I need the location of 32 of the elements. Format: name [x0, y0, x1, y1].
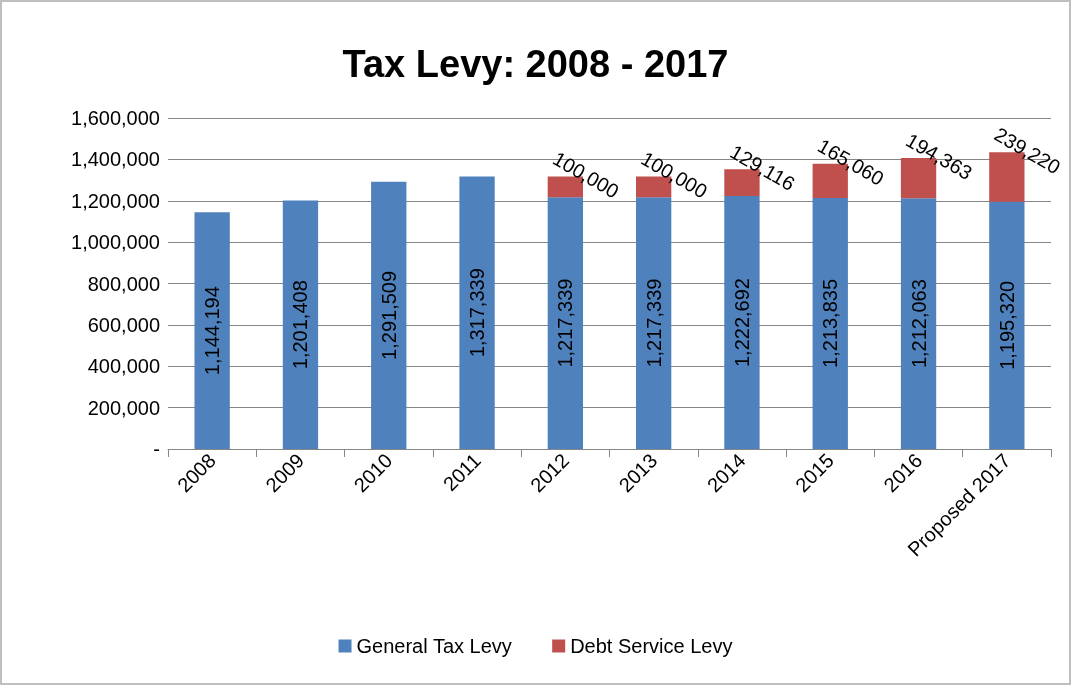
data-label: 1,213,835 [819, 278, 842, 368]
bar [371, 181, 407, 449]
bar [724, 196, 760, 449]
data-label: 1,212,063 [907, 279, 930, 369]
bar [194, 212, 230, 449]
bar [282, 200, 319, 449]
y-tick-label: 1,600,000 [71, 107, 160, 129]
bar [900, 198, 937, 449]
bar [459, 176, 495, 449]
chart-title: Tax Levy: 2008 - 2017 [342, 43, 729, 85]
data-label: 1,195,320 [995, 280, 1018, 370]
data-label: 1,222,692 [730, 278, 753, 368]
legend-label: General Tax Levy [356, 635, 512, 657]
data-label: 1,317,339 [466, 268, 489, 358]
data-label: 1,144,194 [201, 286, 224, 376]
data-label: 1,291,509 [377, 270, 400, 360]
legend-label: Debt Service Levy [570, 635, 733, 657]
bar [812, 197, 848, 449]
data-label: 1,201,408 [289, 280, 312, 370]
y-tick-label: 200,000 [87, 396, 160, 419]
y-tick-label: 1,200,000 [71, 189, 160, 212]
bar [547, 197, 584, 449]
y-tick-label: 800,000 [87, 272, 160, 295]
y-tick-label: 400,000 [87, 355, 160, 378]
data-label: 1,217,339 [642, 278, 665, 368]
y-tick-label: 1,400,000 [71, 148, 160, 171]
bar [989, 201, 1025, 449]
data-label: 1,217,339 [554, 278, 577, 368]
y-tick-label: 1,000,000 [71, 231, 160, 254]
bar [635, 197, 672, 449]
y-tick-label: - [153, 438, 160, 460]
y-tick-label: 600,000 [87, 313, 160, 336]
